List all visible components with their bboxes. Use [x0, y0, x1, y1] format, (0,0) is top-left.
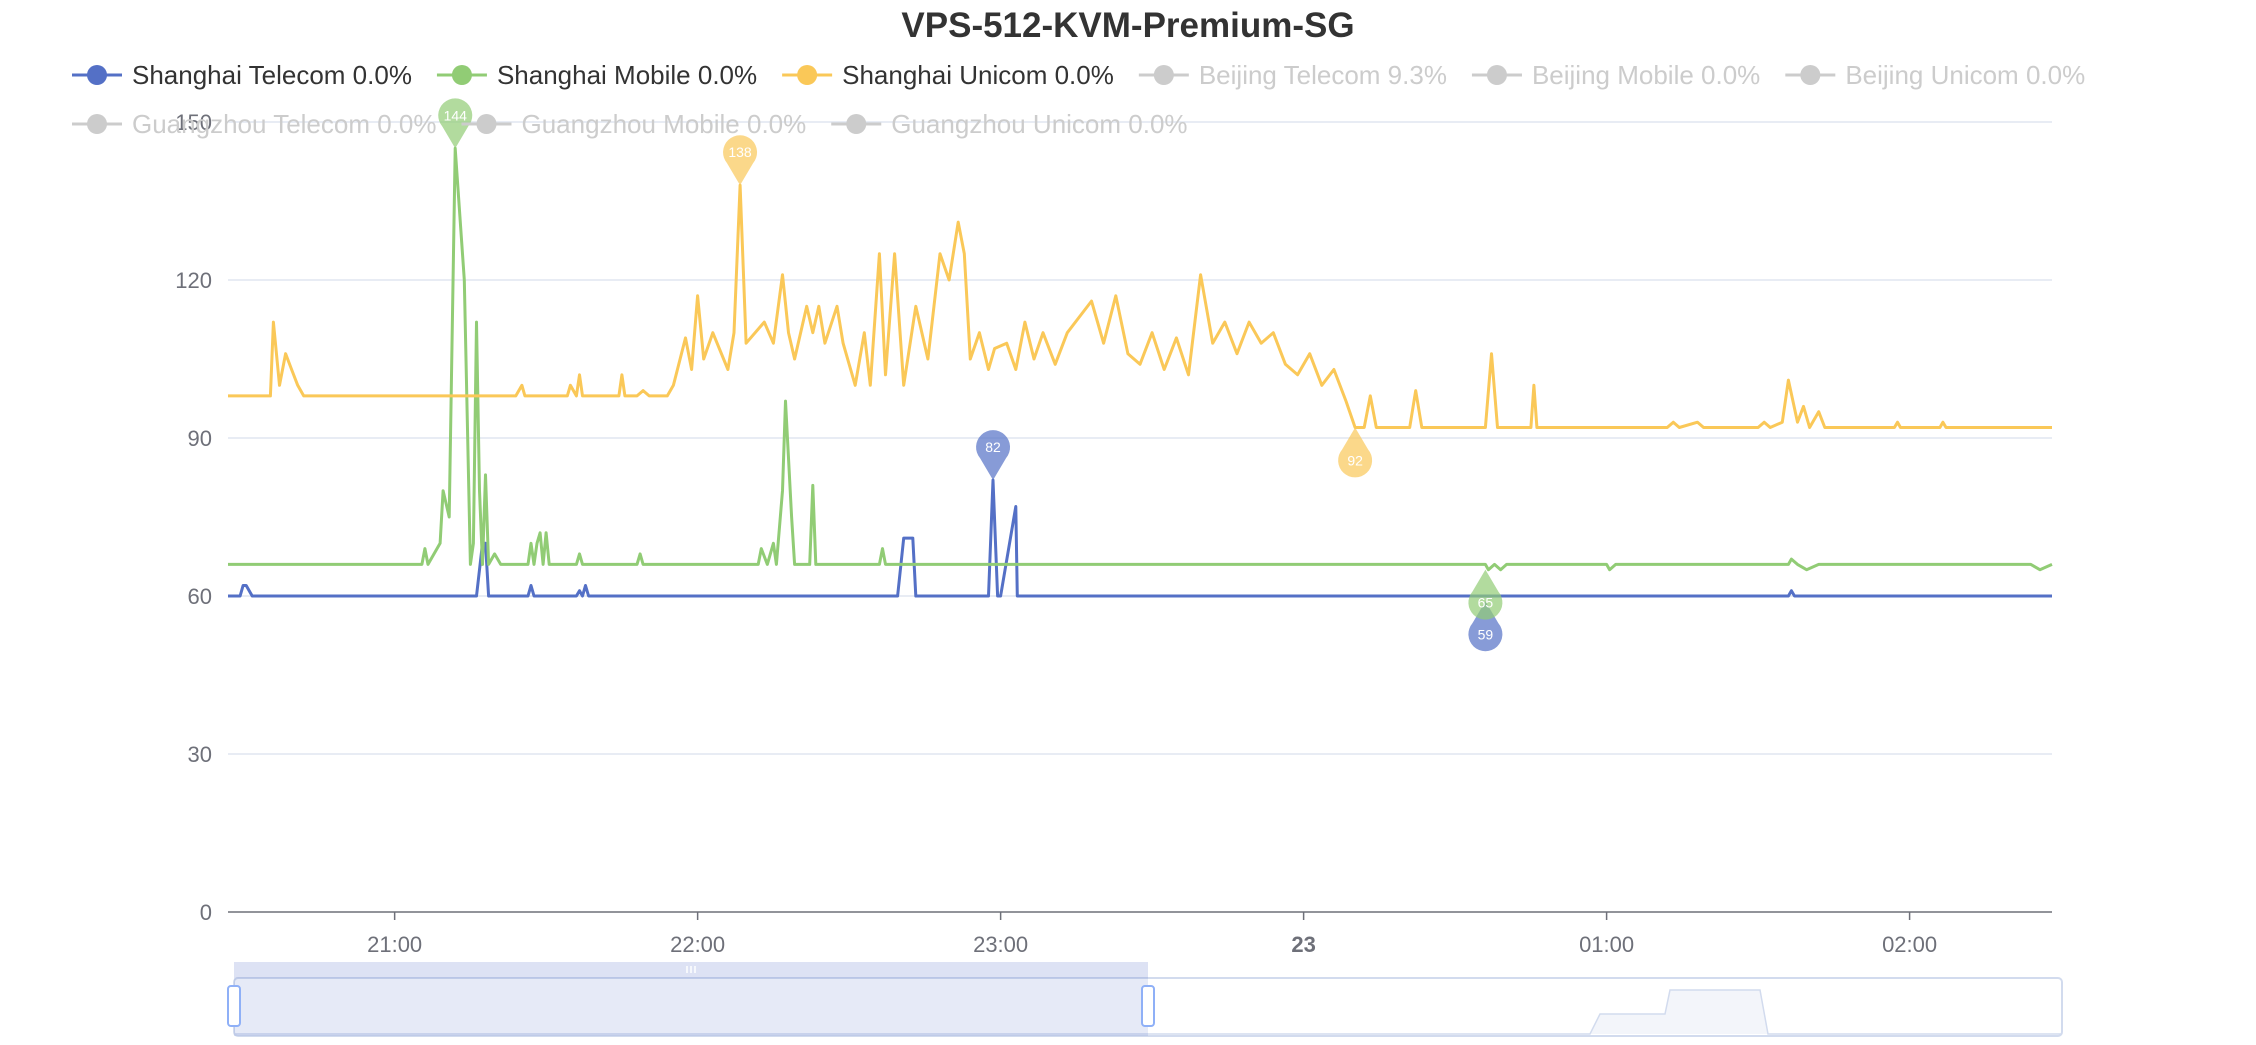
legend-label: Beijing Telecom 9.3% [1199, 60, 1447, 90]
marker-pin-max: 144 [438, 98, 473, 149]
x-tick-label: 02:00 [1882, 932, 1937, 957]
y-axis: 0 30 60 90 120 150 [175, 110, 212, 925]
data-zoom-slider[interactable] [227, 962, 2063, 1037]
x-tick-label: 23 [1291, 932, 1315, 957]
x-axis: 21:00 22:00 23:00 23 01:00 02:00 [228, 911, 2052, 957]
legend-label: Shanghai Telecom 0.0% [132, 60, 412, 90]
legend-label: Shanghai Mobile 0.0% [497, 60, 757, 90]
legend-item[interactable]: Beijing Telecom 9.3% [1138, 60, 1447, 90]
y-tick-label: 150 [175, 110, 212, 135]
marker-pin-min: 92 [1338, 427, 1373, 478]
marker-pin-min: 59 [1468, 601, 1503, 652]
zoom-left-handle[interactable] [227, 985, 241, 1027]
legend-dot-icon [1153, 65, 1174, 85]
marker-label: 144 [444, 107, 468, 123]
x-tick-label: 23:00 [973, 932, 1028, 957]
grid-layer [228, 121, 2052, 755]
marker-shape [723, 135, 758, 186]
marker-label: 65 [1478, 595, 1494, 611]
legend-item[interactable]: Guangzhou Mobile 0.0% [461, 109, 807, 139]
y-tick-label: 30 [188, 742, 212, 767]
legend-label: Guangzhou Mobile 0.0% [522, 109, 807, 139]
legend-label: Shanghai Unicom 0.0% [842, 60, 1114, 90]
x-tick-label: 22:00 [670, 932, 725, 957]
marker-label: 82 [985, 439, 1001, 455]
zoom-overview [234, 989, 2062, 1035]
legend-item[interactable]: Shanghai Telecom 0.0% [72, 60, 412, 90]
marker-pin-max: 82 [976, 430, 1011, 481]
legend-label: Guangzhou Unicom 0.0% [891, 109, 1187, 139]
y-tick-label: 120 [175, 268, 212, 293]
legend-dot-icon [846, 114, 867, 134]
chart-title: VPS-512-KVM-Premium-SG [901, 6, 1354, 45]
legend: Shanghai Telecom 0.0% Shanghai Mobile 0.0… [72, 60, 2085, 139]
zoom-window[interactable] [234, 978, 1148, 1036]
legend-dot-icon [1800, 65, 1821, 85]
x-tick-label: 21:00 [367, 932, 422, 957]
marker-shape [1468, 569, 1503, 620]
legend-dot-icon [451, 65, 472, 85]
series-line-1 [228, 146, 2053, 572]
legend-item[interactable]: Guangzhou Telecom 0.0% [72, 109, 437, 139]
marker-shape [1338, 427, 1373, 478]
legend-dot-icon [476, 114, 497, 134]
zoom-right-handle[interactable] [1141, 985, 1155, 1027]
legend-label: Guangzhou Telecom 0.0% [132, 109, 437, 139]
y-tick-label: 60 [188, 584, 212, 609]
marker-pin-max: 138 [723, 135, 758, 186]
marker-label: 92 [1347, 452, 1363, 468]
series-layer [228, 146, 2053, 598]
y-tick-label: 0 [200, 900, 212, 925]
y-tick-label: 90 [188, 426, 212, 451]
marker-label: 138 [728, 144, 752, 160]
legend-label: Beijing Mobile 0.0% [1532, 60, 1760, 90]
marker-shape [1468, 601, 1503, 652]
legend-item[interactable]: Guangzhou Unicom 0.0% [831, 109, 1188, 139]
x-tick-label: 01:00 [1579, 932, 1634, 957]
legend-dot-icon [87, 65, 107, 85]
legend-item[interactable]: Beijing Unicom 0.0% [1785, 60, 2085, 90]
marker-shape [976, 430, 1011, 481]
legend-dot-icon [797, 65, 818, 85]
marker-label: 59 [1478, 626, 1494, 642]
series-line-2 [228, 183, 2052, 429]
legend-label: Beijing Unicom 0.0% [1845, 60, 2085, 90]
series-line-0 [228, 478, 2052, 598]
legend-item[interactable]: Shanghai Unicom 0.0% [782, 60, 1114, 90]
legend-item[interactable]: Shanghai Mobile 0.0% [436, 60, 757, 90]
marker-layer: 82 59 144 65 138 92 [438, 98, 1503, 652]
marker-pin-min: 65 [1468, 569, 1503, 620]
legend-dot-icon [87, 114, 107, 134]
legend-item[interactable]: Beijing Mobile 0.0% [1471, 60, 1760, 90]
marker-shape [438, 98, 473, 149]
legend-dot-icon [1486, 65, 1507, 85]
